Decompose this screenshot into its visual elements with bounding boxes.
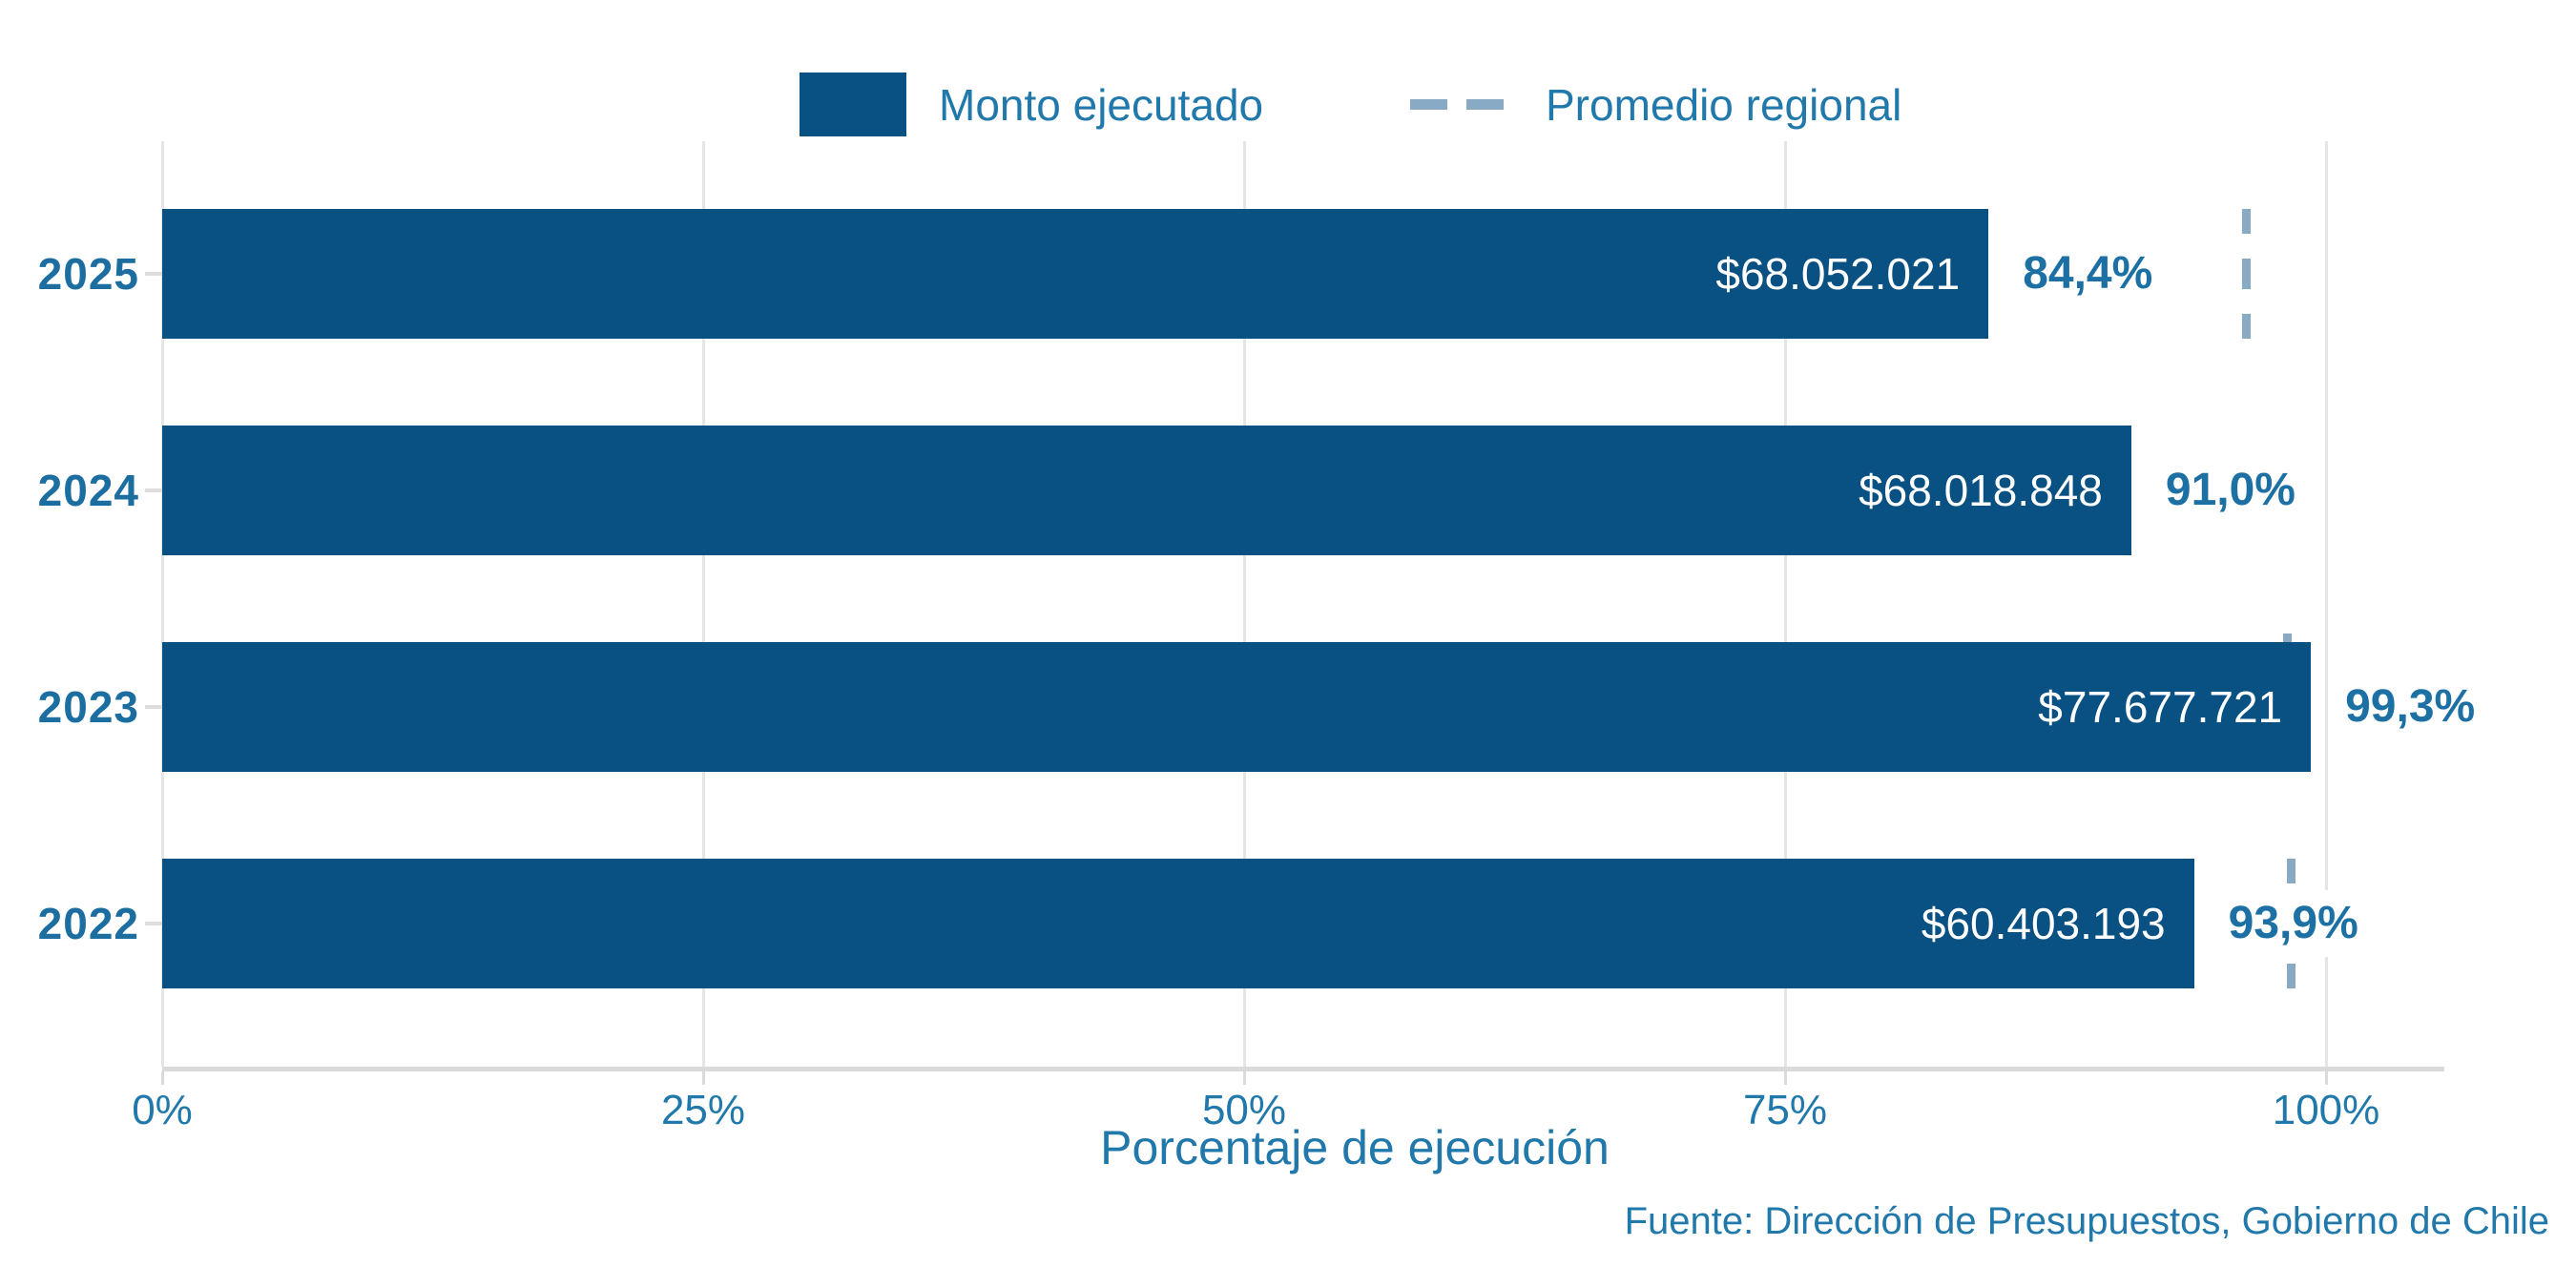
gridline-25% bbox=[701, 141, 705, 1067]
x-axis-tick bbox=[1783, 1071, 1787, 1085]
gridline-50% bbox=[1242, 141, 1246, 1067]
amount-label-2023: $77.677.721 bbox=[2038, 682, 2283, 732]
bar-2024 bbox=[162, 426, 2131, 555]
pct-label-2023: 99,3% bbox=[2336, 674, 2485, 740]
bar-2022 bbox=[162, 859, 2194, 988]
pct-label-2024: 91,0% bbox=[2155, 457, 2305, 524]
legend-item-monto: Monto ejecutado bbox=[800, 73, 1263, 136]
gridline-0% bbox=[160, 141, 164, 1067]
year-label-2024: 2024 bbox=[37, 466, 139, 515]
bar-2025 bbox=[162, 209, 1989, 339]
x-axis-tick bbox=[2324, 1071, 2328, 1085]
amount-label-2025: $68.052.021 bbox=[1715, 249, 1961, 299]
amount-label-2024: $68.018.848 bbox=[1859, 466, 2103, 515]
amount-label-2022: $60.403.193 bbox=[1921, 899, 2166, 948]
gridline-75% bbox=[1783, 141, 1787, 1067]
x-tick-label-25%: 25% bbox=[660, 1087, 746, 1133]
x-axis-title: Porcentaje de ejecución bbox=[1100, 1121, 1610, 1174]
legend-dash-icon bbox=[1410, 99, 1447, 110]
x-axis-tick bbox=[701, 1071, 705, 1085]
promedio-dash-segment bbox=[2241, 314, 2251, 339]
promedio-dash-segment bbox=[2287, 859, 2296, 883]
y-axis-tick bbox=[145, 488, 162, 492]
x-tick-label-50%: 50% bbox=[1201, 1087, 1287, 1133]
bar-2023 bbox=[162, 642, 2312, 772]
source-credit: Fuente: Dirección de Presupuestos, Gobie… bbox=[1624, 1200, 2549, 1242]
x-axis-tick bbox=[160, 1071, 164, 1085]
promedio-dash-segment bbox=[2241, 209, 2251, 234]
promedio-dash-2023 bbox=[2282, 634, 2292, 642]
promedio-dash-segment bbox=[2241, 259, 2251, 289]
x-axis-tick bbox=[1242, 1071, 1246, 1085]
legend-label-monto: Monto ejecutado bbox=[939, 79, 1264, 130]
x-tick-label-0%: 0% bbox=[132, 1087, 193, 1133]
y-axis-tick bbox=[145, 922, 162, 925]
x-axis-line bbox=[162, 1067, 2444, 1071]
year-label-2023: 2023 bbox=[37, 682, 139, 732]
legend-bar-swatch-icon bbox=[800, 73, 906, 136]
legend-label-promedio: Promedio regional bbox=[1546, 79, 1902, 130]
promedio-dash-2025 bbox=[2241, 209, 2251, 339]
year-label-2022: 2022 bbox=[37, 899, 139, 948]
pct-label-2025: 84,4% bbox=[2013, 240, 2163, 307]
y-axis-tick bbox=[145, 705, 162, 709]
y-axis-tick bbox=[145, 272, 162, 276]
year-label-2025: 2025 bbox=[37, 249, 139, 299]
x-tick-label-75%: 75% bbox=[1742, 1087, 1828, 1133]
promedio-dash-segment bbox=[2287, 964, 2296, 988]
legend-dash-icon bbox=[1466, 99, 1504, 110]
gridline-100% bbox=[2324, 141, 2328, 1067]
pct-label-2022: 93,9% bbox=[2218, 890, 2368, 957]
x-tick-label-100%: 100% bbox=[2272, 1087, 2380, 1133]
legend-item-promedio: Promedio regional bbox=[1410, 73, 1901, 136]
